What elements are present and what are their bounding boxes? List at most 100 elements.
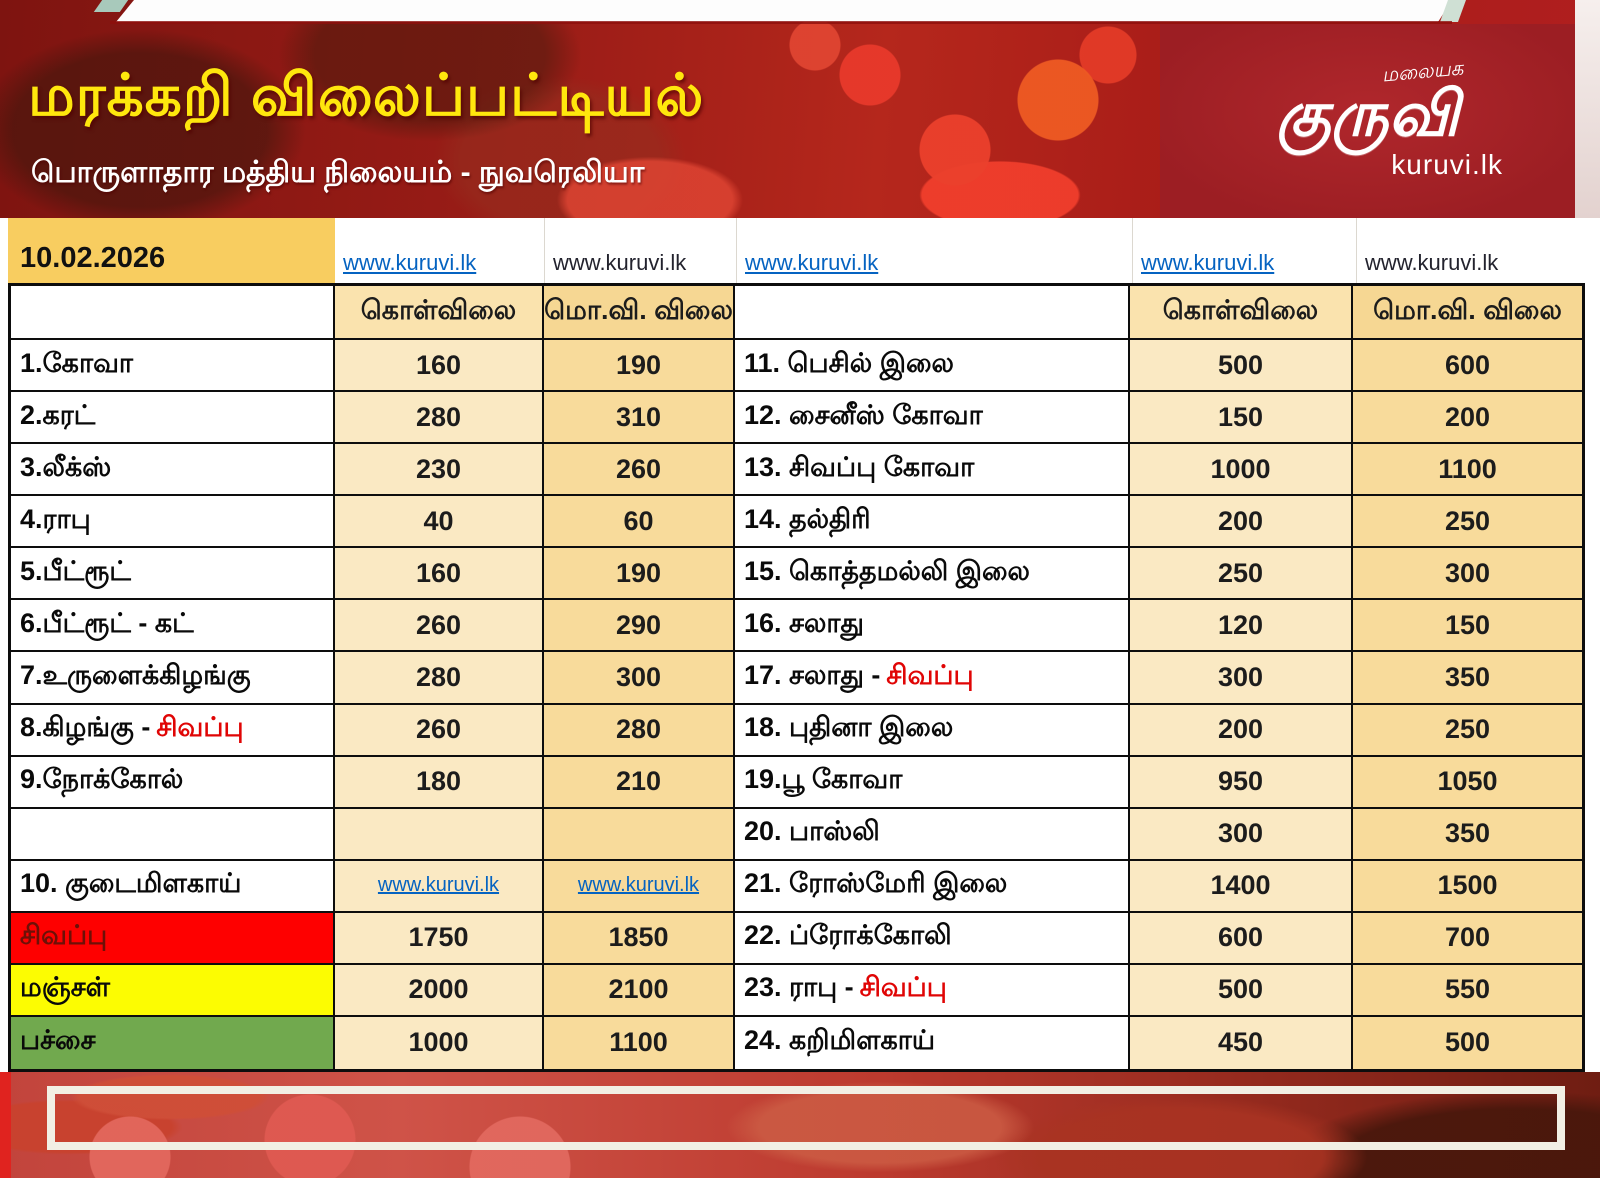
- item-name: 24. கறிமிளகாய்: [735, 1016, 1130, 1069]
- item-name: 10. குடைமிளகாய்: [11, 860, 335, 913]
- item-name: 3.லீக்ஸ்: [11, 444, 335, 497]
- buy-price: 250: [1130, 548, 1353, 601]
- item-label: 13. சிவப்பு கோவா: [744, 451, 975, 482]
- bottom-photo-band: [0, 1072, 1600, 1178]
- buy-price: 180: [335, 756, 544, 809]
- buy-price: [335, 808, 544, 861]
- wholesale-price: 600: [1353, 340, 1582, 393]
- buy-price: 300: [1130, 652, 1353, 705]
- variety-red-cell: சிவப்பு: [11, 912, 335, 965]
- kuruvi-link[interactable]: www.kuruvi.lk: [1133, 218, 1357, 283]
- decorative-frame: [47, 1086, 1565, 1150]
- buy-price: 500: [1130, 964, 1353, 1017]
- buy-price: 150: [1130, 392, 1353, 445]
- item-name: 20. பாஸ்லி: [735, 808, 1130, 861]
- variety-yellow-cell: மஞ்சள்: [11, 964, 335, 1017]
- item-label: 2.கரட்: [20, 399, 96, 430]
- logo-site-text: kuruvi.lk: [1391, 149, 1503, 181]
- buy-price: 200: [1130, 704, 1353, 757]
- page-title: மரக்கறி விலைப்பட்டியல்: [28, 63, 705, 128]
- kuruvi-logo: மலையக குருவி kuruvi.lk: [1160, 24, 1575, 218]
- item-name-empty: [11, 808, 335, 861]
- item-name: 19.பூ கோவா: [735, 756, 1130, 809]
- item-name: 14. தல்திரி: [735, 496, 1130, 549]
- item-label: 1.கோவா: [20, 347, 134, 378]
- item-name: 5.பீட்ரூட்: [11, 548, 335, 601]
- header-buy-price-right: கொள்விலை: [1130, 286, 1353, 340]
- wholesale-price: 1050: [1353, 756, 1582, 809]
- item-label: மஞ்சள்: [20, 972, 111, 1003]
- wholesale-price: 250: [1353, 704, 1582, 757]
- wholesale-price: 210: [544, 756, 735, 809]
- kuruvi-link[interactable]: www.kuruvi.lk: [544, 860, 735, 913]
- item-name: 18. புதினா இலை: [735, 704, 1130, 757]
- item-label: 16. சலாது: [744, 607, 864, 638]
- wholesale-price: 550: [1353, 964, 1582, 1017]
- logo-wordmark: குருவி: [1276, 79, 1459, 149]
- buy-price: 280: [335, 652, 544, 705]
- item-label: 3.லீக்ஸ்: [20, 451, 112, 482]
- wholesale-price: 60: [544, 496, 735, 549]
- buy-price: 40: [335, 496, 544, 549]
- item-label: 21. ரோஸ்மேரி இலை: [744, 868, 1008, 899]
- wholesale-price: 300: [1353, 548, 1582, 601]
- wholesale-price: 280: [544, 704, 735, 757]
- item-name: 12. சைனீஸ் கோவா: [735, 392, 1130, 445]
- buy-price: 230: [335, 444, 544, 497]
- item-label: 22. ப்ரோக்கோலி: [744, 920, 952, 951]
- item-name: 13. சிவப்பு கோவா: [735, 444, 1130, 497]
- item-label: 5.பீட்ரூட்: [20, 555, 131, 586]
- item-name: 6.பீட்ரூட் - கட்: [11, 600, 335, 653]
- item-name: 17. சலாது - சிவப்பு: [735, 652, 1130, 705]
- item-label: 14. தல்திரி: [744, 503, 871, 534]
- item-label: 18. புதினா இலை: [744, 712, 954, 743]
- buy-price: 160: [335, 548, 544, 601]
- item-name: 23. ராபு - சிவப்பு: [735, 964, 1130, 1017]
- wholesale-price: 350: [1353, 652, 1582, 705]
- buy-price: 120: [1130, 600, 1353, 653]
- kuruvi-url-text: www.kuruvi.lk: [1365, 250, 1499, 275]
- ribbon-accent-left: [93, 0, 129, 12]
- buy-price: 500: [1130, 340, 1353, 393]
- item-label: 17. சலாது -: [744, 659, 881, 690]
- top-white-ribbon: [100, 0, 1452, 22]
- buy-price: 950: [1130, 756, 1353, 809]
- wholesale-price: 1100: [1353, 444, 1582, 497]
- item-label: 15. கொத்தமல்லி இலை: [744, 555, 1030, 586]
- buy-price: 1000: [335, 1016, 544, 1069]
- item-label: சிவப்பு: [20, 920, 108, 951]
- buy-price: 450: [1130, 1016, 1353, 1069]
- buy-price: 1000: [1130, 444, 1353, 497]
- item-label: 12. சைனீஸ் கோவா: [744, 399, 983, 430]
- buy-price: 300: [1130, 808, 1353, 861]
- kuruvi-link[interactable]: www.kuruvi.lk: [335, 860, 544, 913]
- wholesale-price: 350: [1353, 808, 1582, 861]
- item-name: 7.உருளைக்கிழங்கு: [11, 652, 335, 705]
- price-table: கொள்விலை மொ.வி. விலை கொள்விலை மொ.வி. வில…: [8, 283, 1585, 1072]
- wholesale-price: 1850: [544, 912, 735, 965]
- buy-price: 280: [335, 392, 544, 445]
- wholesale-price: 310: [544, 392, 735, 445]
- item-label-red: சிவப்பு: [156, 712, 244, 743]
- buy-price: 260: [335, 600, 544, 653]
- item-label: 4.ராபு: [20, 503, 91, 534]
- item-label: 11. பெசில் இலை: [744, 347, 954, 378]
- wholesale-price: 260: [544, 444, 735, 497]
- item-name: 9.நோக்கோல்: [11, 756, 335, 809]
- header-wholesale-price-left: மொ.வி. விலை: [544, 286, 735, 340]
- item-label: பச்சை: [20, 1025, 96, 1056]
- item-name: 15. கொத்தமல்லி இலை: [735, 548, 1130, 601]
- header-wholesale-price-right: மொ.வி. விலை: [1353, 286, 1582, 340]
- item-name: 8.கிழங்கு - சிவப்பு: [11, 704, 335, 757]
- kuruvi-link[interactable]: www.kuruvi.lk: [737, 218, 1133, 283]
- wholesale-price: 1500: [1353, 860, 1582, 913]
- item-label-red: சிவப்பு: [886, 659, 974, 690]
- item-label-red: சிவப்பு: [859, 972, 947, 1003]
- wholesale-price: 290: [544, 600, 735, 653]
- kuruvi-link[interactable]: www.kuruvi.lk: [335, 218, 545, 283]
- header-empty-right: [735, 286, 1130, 340]
- ribbon-shadow: [110, 21, 1452, 24]
- item-name: 21. ரோஸ்மேரி இலை: [735, 860, 1130, 913]
- item-label: 6.பீட்ரூட் - கட்: [20, 607, 194, 638]
